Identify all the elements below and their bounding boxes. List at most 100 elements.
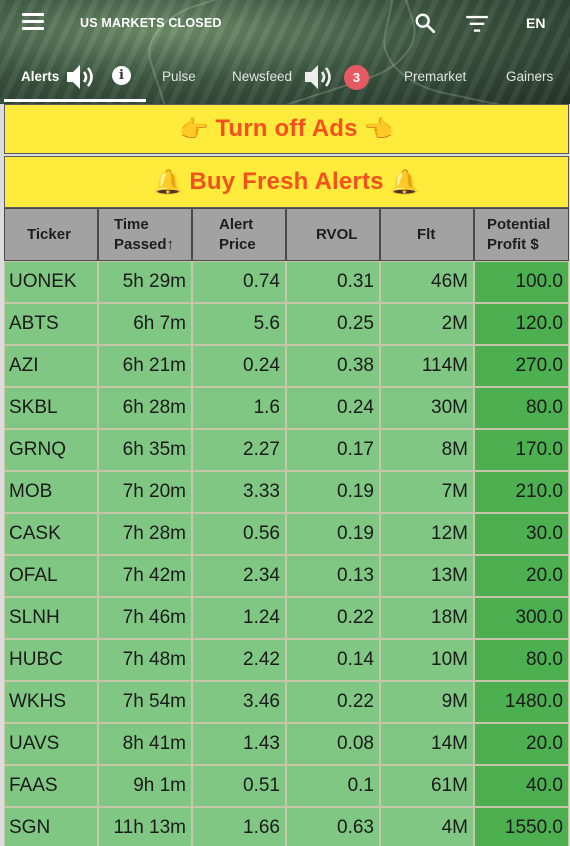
tab-label: Premarket <box>404 69 467 84</box>
alert-price-cell: 1.24 <box>192 597 286 639</box>
speaker-icon[interactable] <box>64 62 98 92</box>
menu-icon[interactable] <box>22 13 44 31</box>
potential-profit-cell: 30.0 <box>474 513 569 555</box>
alert-price-cell: 0.24 <box>192 345 286 387</box>
time-passed-cell: 6h 7m <box>98 303 192 345</box>
potential-profit-cell: 1550.0 <box>474 807 569 846</box>
potential-profit-cell: 270.0 <box>474 345 569 387</box>
ticker-cell: HUBC <box>4 639 98 681</box>
potential-profit-cell: 210.0 <box>474 471 569 513</box>
column-header-alert-price[interactable]: Alert Price <box>192 208 286 261</box>
float-cell: 10M <box>380 639 474 681</box>
table-row[interactable]: ABTS 6h 7m 5.6 0.25 2M 120.0 <box>4 303 569 345</box>
float-cell: 7M <box>380 471 474 513</box>
column-header-time-passed[interactable]: Time Passed↑ <box>98 208 192 261</box>
tab-alerts[interactable]: Alerts i <box>4 54 146 100</box>
speaker-icon[interactable] <box>302 62 336 92</box>
time-passed-cell: 9h 1m <box>98 765 192 807</box>
alerts-table: Ticker Time Passed↑ Alert Price RVOL Flt P… <box>4 208 569 846</box>
float-cell: 30M <box>380 387 474 429</box>
table-row[interactable]: GRNQ 6h 35m 2.27 0.17 8M 170.0 <box>4 429 569 471</box>
rvol-cell: 0.22 <box>286 681 380 723</box>
rvol-cell: 0.24 <box>286 387 380 429</box>
time-passed-cell: 7h 28m <box>98 513 192 555</box>
filter-icon[interactable] <box>466 15 488 33</box>
tab-gainers[interactable]: Gainers <box>494 54 570 100</box>
bell-icon: 🔔 <box>153 168 184 196</box>
tab-label: Alerts <box>21 69 60 84</box>
table-row[interactable]: SLNH 7h 46m 1.24 0.22 18M 300.0 <box>4 597 569 639</box>
rvol-cell: 0.13 <box>286 555 380 597</box>
alert-price-cell: 2.27 <box>192 429 286 471</box>
time-passed-cell: 7h 48m <box>98 639 192 681</box>
float-cell: 9M <box>380 681 474 723</box>
table-row[interactable]: AZI 6h 21m 0.24 0.38 114M 270.0 <box>4 345 569 387</box>
rvol-cell: 0.63 <box>286 807 380 846</box>
time-passed-cell: 8h 41m <box>98 723 192 765</box>
time-passed-cell: 6h 28m <box>98 387 192 429</box>
potential-profit-cell: 80.0 <box>474 639 569 681</box>
buy-fresh-alerts-button[interactable]: 🔔 Buy Fresh Alerts 🔔 <box>4 156 569 208</box>
tab-premarket[interactable]: Premarket <box>392 54 492 100</box>
float-cell: 4M <box>380 807 474 846</box>
info-icon[interactable]: i <box>112 66 131 85</box>
table-row[interactable]: SGN 11h 13m 1.66 0.63 4M 1550.0 <box>4 807 569 846</box>
column-header-ticker[interactable]: Ticker <box>4 208 98 261</box>
rvol-cell: 0.1 <box>286 765 380 807</box>
tab-newsfeed[interactable]: Newsfeed 3 <box>222 54 382 100</box>
rvol-cell: 0.22 <box>286 597 380 639</box>
language-selector[interactable]: EN <box>526 15 546 31</box>
alert-price-cell: 0.56 <box>192 513 286 555</box>
table-row[interactable]: FAAS 9h 1m 0.51 0.1 61M 40.0 <box>4 765 569 807</box>
turn-off-ads-button[interactable]: 👉 Turn off Ads 👈 <box>4 104 569 154</box>
banner-text: Buy Fresh Alerts <box>189 168 384 195</box>
ticker-cell: MOB <box>4 471 98 513</box>
time-passed-cell: 7h 42m <box>98 555 192 597</box>
alert-price-cell: 1.6 <box>192 387 286 429</box>
alert-price-cell: 1.43 <box>192 723 286 765</box>
ticker-cell: SKBL <box>4 387 98 429</box>
alert-price-cell: 2.34 <box>192 555 286 597</box>
table-body: UONEK 5h 29m 0.74 0.31 46M 100.0 ABTS 6h 7m 5.6 0… <box>4 261 569 846</box>
column-header-float[interactable]: Flt <box>380 208 474 261</box>
ticker-cell: FAAS <box>4 765 98 807</box>
alert-price-cell: 3.33 <box>192 471 286 513</box>
ticker-cell: UONEK <box>4 261 98 303</box>
rvol-cell: 0.31 <box>286 261 380 303</box>
time-passed-cell: 11h 13m <box>98 807 192 846</box>
table-row[interactable]: HUBC 7h 48m 2.42 0.14 10M 80.0 <box>4 639 569 681</box>
column-header-potential-profit[interactable]: Potential Profit $ <box>474 208 569 261</box>
table-row[interactable]: WKHS 7h 54m 3.46 0.22 9M 1480.0 <box>4 681 569 723</box>
table-row[interactable]: OFAL 7h 42m 2.34 0.13 13M 20.0 <box>4 555 569 597</box>
rvol-cell: 0.14 <box>286 639 380 681</box>
search-icon[interactable] <box>414 12 436 34</box>
table-row[interactable]: SKBL 6h 28m 1.6 0.24 30M 80.0 <box>4 387 569 429</box>
rvol-cell: 0.08 <box>286 723 380 765</box>
pointing-left-icon: 👈 <box>363 115 394 143</box>
ticker-cell: WKHS <box>4 681 98 723</box>
time-passed-cell: 6h 35m <box>98 429 192 471</box>
alert-price-cell: 5.6 <box>192 303 286 345</box>
ticker-cell: UAVS <box>4 723 98 765</box>
time-passed-cell: 7h 46m <box>98 597 192 639</box>
float-cell: 14M <box>380 723 474 765</box>
ticker-cell: AZI <box>4 345 98 387</box>
notification-badge: 3 <box>344 65 369 90</box>
float-cell: 18M <box>380 597 474 639</box>
float-cell: 8M <box>380 429 474 471</box>
float-cell: 12M <box>380 513 474 555</box>
potential-profit-cell: 100.0 <box>474 261 569 303</box>
potential-profit-cell: 20.0 <box>474 723 569 765</box>
column-header-rvol[interactable]: RVOL <box>286 208 380 261</box>
table-row[interactable]: UONEK 5h 29m 0.74 0.31 46M 100.0 <box>4 261 569 303</box>
top-bar: US MARKETS CLOSED EN <box>0 0 570 46</box>
table-row[interactable]: UAVS 8h 41m 1.43 0.08 14M 20.0 <box>4 723 569 765</box>
table-row[interactable]: CASK 7h 28m 0.56 0.19 12M 30.0 <box>4 513 569 555</box>
rvol-cell: 0.19 <box>286 513 380 555</box>
ticker-cell: SLNH <box>4 597 98 639</box>
potential-profit-cell: 300.0 <box>474 597 569 639</box>
rvol-cell: 0.25 <box>286 303 380 345</box>
ticker-cell: SGN <box>4 807 98 846</box>
table-row[interactable]: MOB 7h 20m 3.33 0.19 7M 210.0 <box>4 471 569 513</box>
tab-pulse[interactable]: Pulse <box>150 54 220 100</box>
